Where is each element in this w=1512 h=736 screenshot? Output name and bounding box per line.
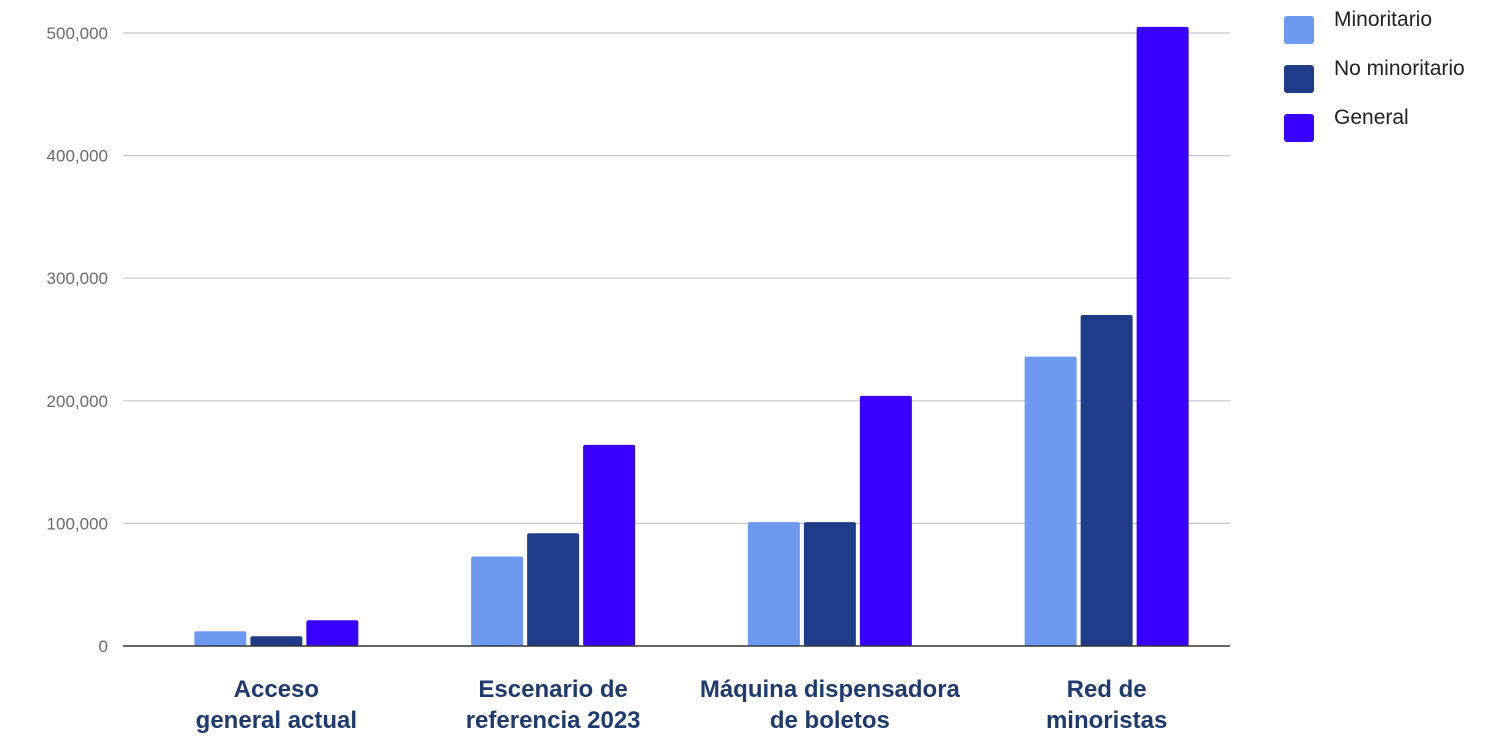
bar-no-minoritario — [1080, 314, 1133, 646]
legend-swatch — [1284, 114, 1314, 142]
x-axis-categories: Acceso general actual Escenario de referenc… — [196, 676, 1168, 734]
y-axis-ticks: 0 100,000 200,000 300,000 400,000 500,000 — [47, 24, 108, 656]
x-category-label: Escenario de referencia 2023 — [466, 676, 641, 734]
x-category-label: Red de minoristas — [1046, 676, 1167, 734]
legend-item: General — [1284, 104, 1512, 144]
y-tick-label: 500,000 — [47, 24, 108, 43]
x-category-label: Máquina dispensadora de boletos — [700, 676, 961, 734]
legend: Minoritario No minoritario General — [1284, 6, 1512, 153]
bar-no-minoritario — [803, 522, 856, 646]
bar-general — [859, 395, 912, 646]
bars — [194, 26, 1189, 647]
bar-no-minoritario — [250, 636, 303, 646]
bar-general — [306, 620, 359, 646]
legend-swatch — [1284, 65, 1314, 93]
y-tick-label: 200,000 — [47, 392, 108, 411]
legend-item: Minoritario — [1284, 6, 1512, 46]
y-tick-label: 100,000 — [47, 514, 108, 533]
bar-minoritario — [194, 631, 247, 646]
x-category-label: Acceso general actual — [196, 676, 357, 734]
y-tick-label: 400,000 — [47, 147, 108, 166]
y-tick-label: 300,000 — [47, 269, 108, 288]
bar-general — [1136, 26, 1189, 647]
bar-general — [583, 444, 636, 646]
bar-minoritario — [471, 556, 524, 646]
bar-minoritario — [747, 522, 800, 646]
bar-minoritario — [1024, 356, 1077, 646]
y-tick-label: 0 — [99, 637, 108, 656]
bar-no-minoritario — [527, 533, 580, 646]
legend-label: No minoritario — [1334, 57, 1465, 80]
legend-swatch — [1284, 16, 1314, 44]
legend-item: No minoritario — [1284, 55, 1512, 95]
legend-label: Minoritario — [1334, 8, 1433, 31]
legend-label: General — [1334, 106, 1409, 129]
